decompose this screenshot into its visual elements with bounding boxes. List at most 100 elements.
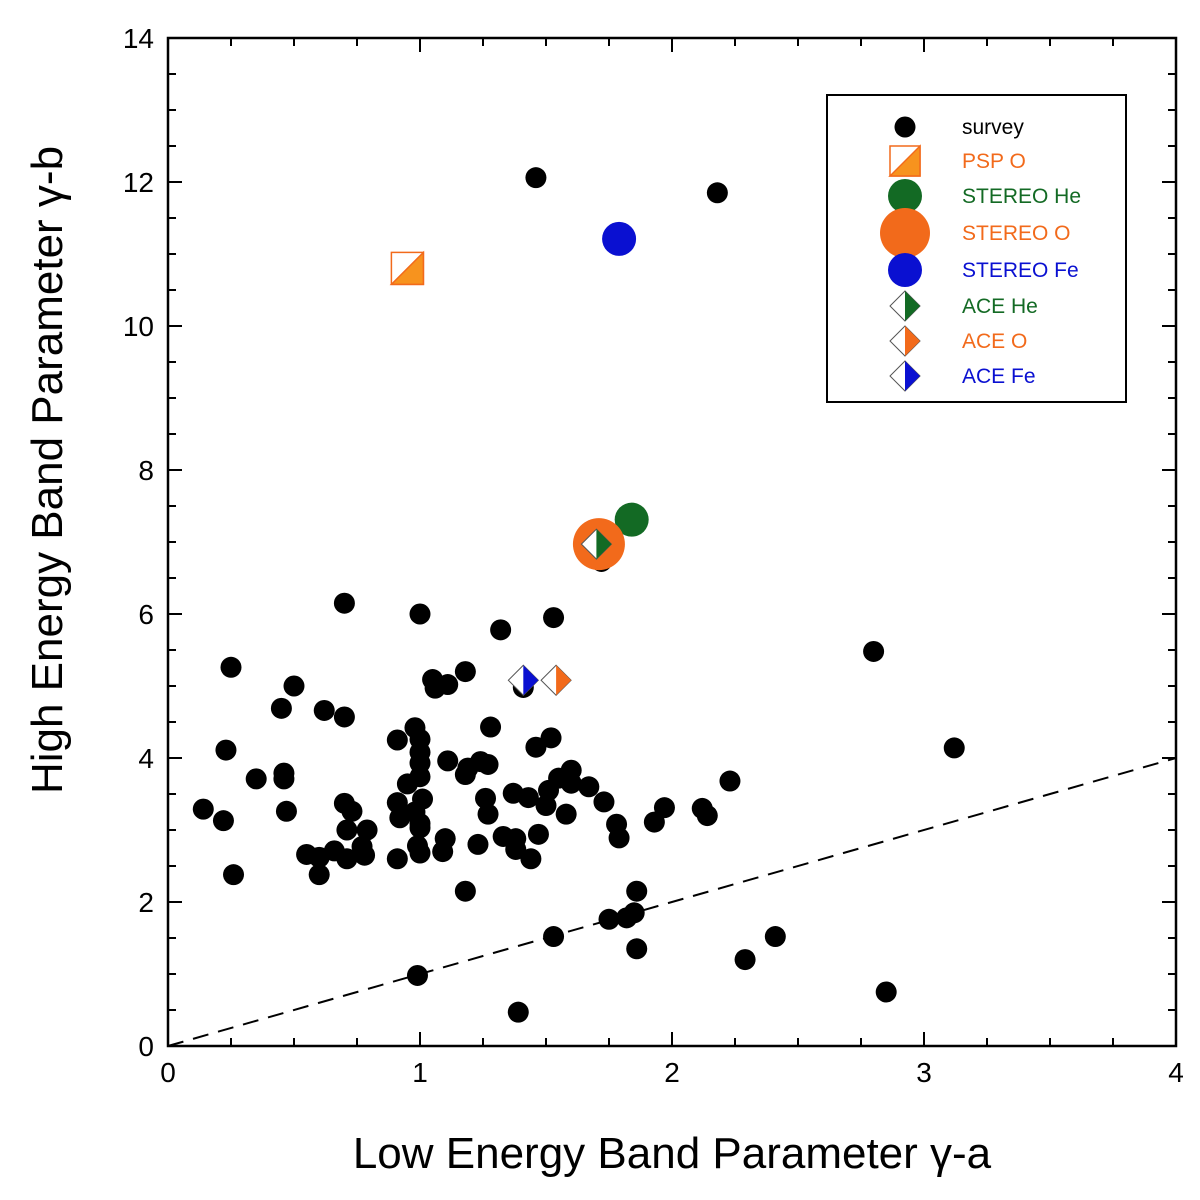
survey-point [598, 908, 620, 930]
survey-point [308, 864, 330, 886]
survey-point [608, 827, 630, 849]
y-tick-label: 6 [138, 599, 154, 630]
legend: survey PSP O STEREO He STEREO O STEREO Fe ACE… [826, 94, 1127, 403]
x-axis-title: Low Energy Band Parameter γ-a [353, 1129, 992, 1178]
survey-point [719, 770, 741, 792]
survey-point [424, 677, 446, 699]
legend-marker-ace-fe [889, 360, 921, 392]
legend-label-stereo-fe: STEREO Fe [962, 259, 1079, 282]
survey-point [313, 699, 335, 721]
legend-box [826, 94, 1127, 403]
legend-item-ace-he: ACE He [889, 290, 1038, 322]
y-tick-label: 12 [123, 167, 154, 198]
y-tick-label: 10 [123, 311, 154, 342]
survey-point [396, 773, 418, 795]
y-tick-label: 2 [138, 887, 154, 918]
y-tick-label: 0 [138, 1031, 154, 1062]
y-tick-label: 8 [138, 455, 154, 486]
survey-point [480, 716, 502, 738]
survey-point [406, 964, 428, 986]
survey-point [333, 706, 355, 728]
survey-point [520, 848, 542, 870]
survey-point [220, 656, 242, 678]
x-tick-label: 0 [160, 1057, 176, 1088]
survey-point [454, 880, 476, 902]
legend-label-psp-o: PSP O [962, 150, 1026, 173]
survey-point [270, 697, 292, 719]
data-points-layer [192, 167, 965, 1023]
x-tick-label: 2 [664, 1057, 680, 1088]
survey-point [475, 787, 497, 809]
legend-label-survey: survey [962, 116, 1024, 139]
ace-fe-point [507, 664, 540, 696]
survey-point [706, 182, 728, 204]
legend-label-ace-fe: ACE Fe [962, 365, 1036, 388]
x-tick-label: 4 [1168, 1057, 1184, 1088]
survey-point [560, 772, 582, 794]
survey-point [409, 603, 431, 625]
reference-dashed-line [167, 757, 1177, 1047]
survey-point [192, 798, 214, 820]
legend-label-ace-o: ACE O [962, 330, 1027, 353]
survey-point [616, 907, 638, 929]
survey-point [527, 823, 549, 845]
survey-point [273, 768, 295, 790]
stereo-he-point [614, 502, 649, 537]
legend-marker-ace-o [889, 325, 921, 357]
x-tick-label: 1 [412, 1057, 428, 1088]
survey-point [389, 807, 411, 829]
survey-point [626, 880, 648, 902]
survey-point [543, 607, 565, 629]
legend-item-survey: survey [894, 116, 1024, 139]
survey-point [245, 768, 267, 790]
survey-point [764, 926, 786, 948]
survey-point [507, 1001, 529, 1023]
survey-point [308, 846, 330, 868]
legend-item-ace-fe: ACE Fe [889, 360, 1036, 392]
survey-point [275, 800, 297, 822]
legend-item-stereo-he: STEREO He [888, 179, 1081, 213]
survey-point [555, 803, 577, 825]
survey-point [341, 800, 363, 822]
survey-point [477, 753, 499, 775]
legend-marker-ace-he [889, 290, 921, 322]
survey-point [863, 640, 885, 662]
survey-point [437, 750, 459, 772]
y-axis-title: High Energy Band Parameter γ-b [23, 146, 72, 794]
legend-item-stereo-o: STEREO O [880, 208, 1071, 258]
survey-point [593, 791, 615, 813]
survey-point [386, 729, 408, 751]
survey-point [643, 811, 665, 833]
survey-point [454, 661, 476, 683]
survey-point [525, 167, 547, 189]
reference-line-layer [167, 757, 1177, 1047]
survey-point [543, 926, 565, 948]
legend-marker-stereo-fe [888, 253, 922, 287]
survey-point [578, 776, 600, 798]
survey-point [354, 844, 376, 866]
survey-point [875, 981, 897, 1003]
survey-point [467, 833, 489, 855]
survey-point [215, 739, 237, 761]
survey-point [432, 841, 454, 863]
legend-label-stereo-o: STEREO O [962, 222, 1071, 245]
survey-point [336, 819, 358, 841]
psp-o-point [389, 250, 425, 286]
survey-point [409, 842, 431, 864]
survey-point [517, 787, 539, 809]
legend-item-psp-o: PSP O [888, 144, 1026, 177]
survey-point [626, 938, 648, 960]
survey-point [696, 805, 718, 827]
survey-point [212, 810, 234, 832]
legend-item-ace-o: ACE O [889, 325, 1027, 357]
survey-point [223, 864, 245, 886]
survey-point [505, 838, 527, 860]
survey-point [490, 619, 512, 641]
x-tick-label: 3 [916, 1057, 932, 1088]
legend-item-stereo-fe: STEREO Fe [888, 253, 1079, 287]
survey-point [386, 848, 408, 870]
survey-point [943, 737, 965, 759]
y-tick-label: 14 [123, 23, 154, 54]
survey-point [336, 848, 358, 870]
